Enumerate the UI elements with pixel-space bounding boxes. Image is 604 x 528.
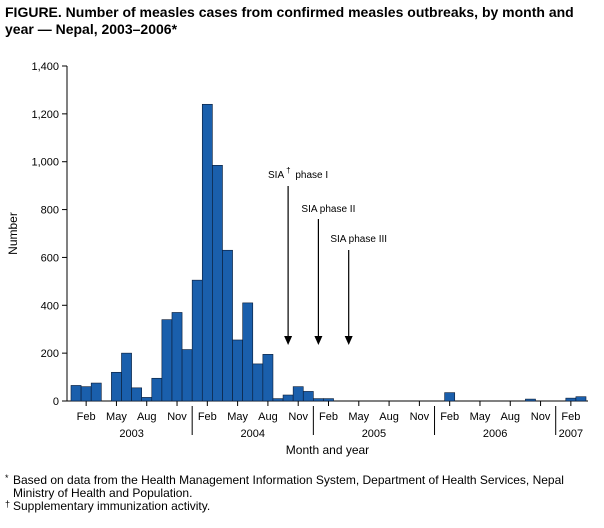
x-tick-label: Aug: [500, 411, 520, 423]
bar: [161, 319, 173, 402]
x-tick-label: Nov: [531, 411, 551, 423]
axis-labels: 0 200 400 600 800 1,000 1,200 1,400 Number Feb May…: [6, 61, 583, 457]
bar: [181, 349, 193, 402]
bar: [80, 386, 92, 402]
sia-arrow-head: [284, 336, 293, 345]
y-tick-label: 1,400: [31, 61, 59, 73]
x-tick-label: Nov: [167, 411, 187, 423]
sia-label: SIA phase II: [301, 204, 355, 215]
y-axis-title: Number: [6, 212, 20, 255]
bar: [565, 397, 577, 402]
bar: [171, 312, 183, 402]
measles-bar-chart: SIA † phase I SIA phase II SIA phase III 0 2…: [6, 61, 588, 457]
year-label: 2004: [241, 428, 265, 440]
x-tick-label: Aug: [258, 411, 278, 423]
axes: [62, 65, 588, 435]
x-tick-label: Nov: [288, 411, 308, 423]
sia-label: SIA † phase I: [268, 166, 328, 181]
x-tick-label: Aug: [379, 411, 399, 423]
sia-annotation: SIA † phase I: [268, 166, 328, 345]
x-tick-label: Aug: [137, 411, 157, 423]
y-tick-label: 400: [41, 300, 59, 312]
year-label: 2006: [483, 428, 507, 440]
x-tick-label: Feb: [561, 411, 580, 423]
bar: [232, 339, 243, 402]
bar: [131, 387, 142, 402]
footnotes: * Based on data from the Health Manageme…: [5, 473, 601, 513]
sia-label: SIA phase III: [330, 234, 387, 245]
bar: [201, 103, 213, 402]
bar: [302, 391, 314, 402]
y-tick-label: 1,200: [31, 109, 59, 121]
bars: [70, 103, 587, 402]
footnote-1: * Based on data from the Health Manageme…: [5, 473, 601, 500]
sia-arrow-head: [314, 336, 323, 345]
x-axis-title: Month and year: [286, 443, 369, 457]
footnote-2-mark: †: [5, 499, 11, 509]
bar: [212, 165, 223, 402]
bar: [70, 385, 82, 402]
x-tick-label: Feb: [440, 411, 459, 423]
footnote-2: † Supplementary immunization activity.: [5, 499, 601, 513]
sia-annotation: SIA phase III: [330, 234, 387, 345]
y-tick-label: 0: [53, 396, 59, 408]
x-tick-label: Feb: [319, 411, 338, 423]
x-tick-label: May: [470, 411, 491, 423]
footnote-2-text: Supplementary immunization activity.: [13, 499, 211, 513]
bar: [111, 371, 122, 402]
bar: [525, 398, 536, 402]
sia-arrow-head: [344, 336, 353, 345]
bar: [151, 377, 163, 402]
x-tick-label: Feb: [198, 411, 217, 423]
year-label: 2005: [362, 428, 386, 440]
bar: [272, 398, 284, 402]
figure-title: FIGURE. Number of measles cases from con…: [5, 4, 574, 37]
footnote-1-mark: *: [5, 473, 9, 483]
bar: [282, 394, 294, 402]
y-tick-label: 1,000: [31, 157, 59, 169]
year-label: 2007: [559, 428, 583, 440]
bar: [252, 363, 264, 402]
x-tick-label: Nov: [410, 411, 430, 423]
sia-annotation: SIA phase II: [301, 204, 355, 345]
bar: [444, 392, 456, 402]
bar: [242, 302, 254, 402]
x-tick-label: Feb: [77, 411, 96, 423]
bar: [121, 352, 132, 402]
x-tick-label: May: [348, 411, 369, 423]
y-tick-label: 200: [41, 348, 59, 360]
y-tick-label: 800: [41, 205, 59, 217]
bar: [323, 398, 334, 402]
footnote-1-text: Based on data from the Health Management…: [13, 473, 564, 500]
year-label: 2003: [119, 428, 143, 440]
bar: [313, 398, 324, 402]
annotations: SIA † phase I SIA phase II SIA phase III: [268, 166, 387, 345]
bar: [191, 279, 203, 402]
y-tick-label: 600: [41, 252, 59, 264]
bar: [292, 386, 304, 402]
x-tick-label: May: [227, 411, 248, 423]
bar: [262, 354, 274, 402]
bar: [90, 382, 102, 402]
bar: [141, 397, 153, 402]
bar: [222, 249, 233, 402]
bar: [575, 396, 587, 402]
x-tick-label: May: [106, 411, 127, 423]
